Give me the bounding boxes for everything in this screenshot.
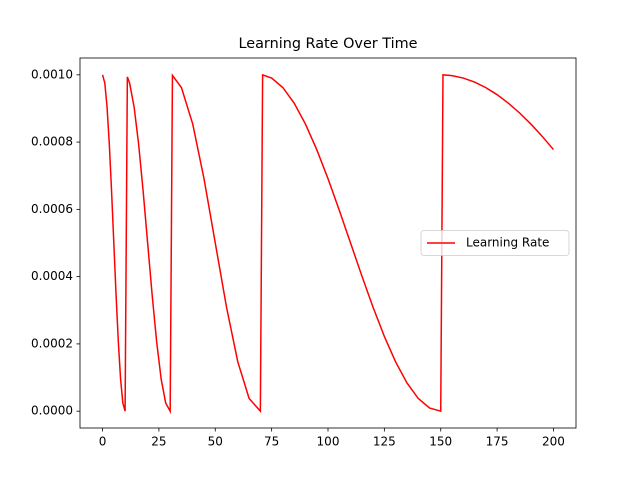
x-tick-label: 175 bbox=[486, 435, 509, 449]
legend-box bbox=[420, 230, 570, 256]
legend: Learning Rate bbox=[420, 230, 570, 256]
x-tick-label: 125 bbox=[373, 435, 396, 449]
y-tick-label: 0.0010 bbox=[31, 67, 73, 81]
x-tick-label: 200 bbox=[542, 435, 565, 449]
y-tick-label: 0.0000 bbox=[31, 404, 73, 418]
y-tick-label: 0.0002 bbox=[31, 336, 73, 350]
legend-label: Learning Rate bbox=[466, 236, 549, 250]
y-tick-label: 0.0008 bbox=[31, 135, 73, 149]
chart-title: Learning Rate Over Time bbox=[238, 36, 417, 52]
plot-frame bbox=[79, 57, 577, 429]
data-line bbox=[101, 73, 555, 415]
x-tick-label: 50 bbox=[208, 435, 223, 449]
y-tick-label: 0.0004 bbox=[31, 269, 73, 283]
y-tick-label: 0.0006 bbox=[31, 202, 73, 216]
x-tick-label: 0 bbox=[99, 435, 107, 449]
x-tick-label: 100 bbox=[317, 435, 340, 449]
x-tick-label: 75 bbox=[264, 435, 279, 449]
x-tick-label: 150 bbox=[429, 435, 452, 449]
x-tick-label: 25 bbox=[151, 435, 166, 449]
